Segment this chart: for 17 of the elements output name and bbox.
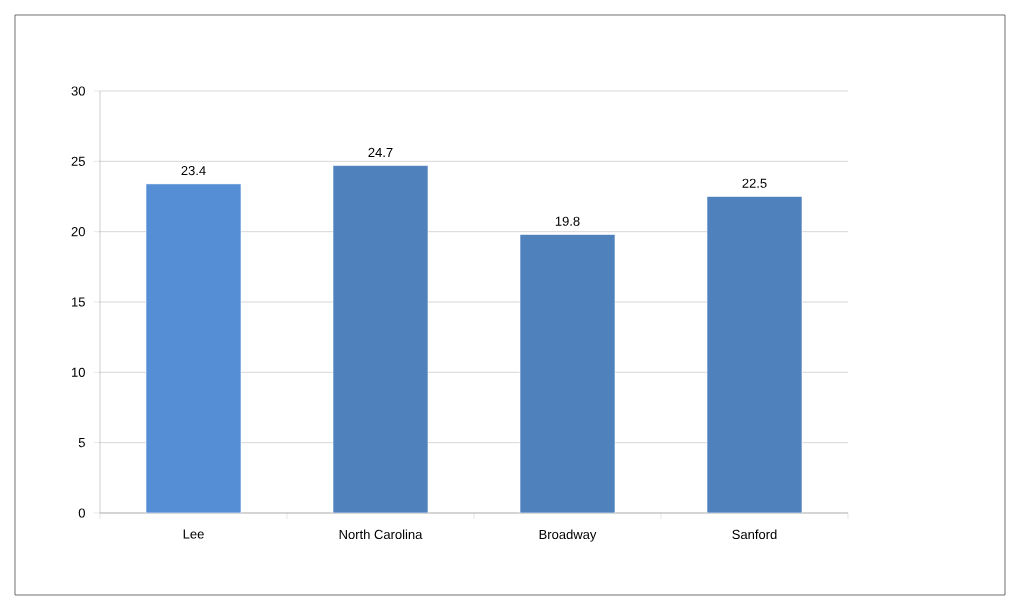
bar bbox=[706, 196, 803, 513]
data-label: 24.7 bbox=[368, 147, 393, 157]
bar bbox=[332, 165, 429, 513]
y-tick-label: 5 bbox=[78, 438, 85, 448]
data-label: 19.8 bbox=[555, 216, 580, 226]
y-tick-label: 30 bbox=[71, 86, 85, 96]
y-tick-label: 25 bbox=[71, 156, 85, 166]
x-tick-label: Broadway bbox=[539, 529, 597, 542]
x-tick-label: Lee bbox=[183, 529, 204, 539]
y-tick-label: 15 bbox=[72, 297, 85, 307]
y-tick-label: 0 bbox=[78, 508, 85, 518]
x-tick-label: Sanford bbox=[732, 529, 777, 540]
data-label: 22.5 bbox=[742, 178, 767, 188]
y-tick-label: 20 bbox=[71, 227, 85, 237]
data-label: 23.4 bbox=[181, 165, 206, 176]
x-tick-label: North Carolina bbox=[339, 529, 423, 540]
y-tick-label: 10 bbox=[72, 367, 85, 377]
